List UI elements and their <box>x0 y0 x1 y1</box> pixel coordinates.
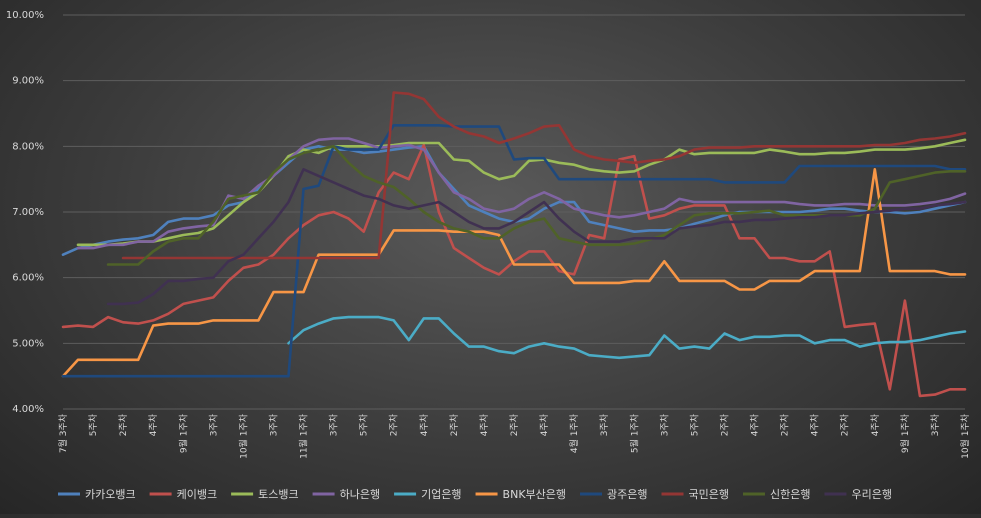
legend-item: 하나은행 <box>312 487 380 501</box>
legend-label: BNK부산은행 <box>503 488 566 501</box>
series-line <box>61 143 967 398</box>
legend-item: 토스뱅크 <box>231 488 299 501</box>
y-tick-label: 5.00% <box>12 338 44 349</box>
x-tick-label: 4월 1주차 <box>568 413 580 453</box>
x-tick-label: 9월 1주차 <box>899 413 911 453</box>
x-tick-label: 2주차 <box>719 413 731 436</box>
x-tick-label: 4주차 <box>749 413 761 436</box>
x-tick-label: 4주차 <box>478 413 490 436</box>
x-tick-label: 3주차 <box>268 413 280 436</box>
series-line <box>61 124 967 378</box>
x-tick-label: 5주차 <box>688 413 700 436</box>
legend-label: 케이뱅크 <box>177 488 217 501</box>
x-tick-label: 3주차 <box>929 413 941 436</box>
y-tick-label: 7.00% <box>12 207 44 218</box>
y-tick-label: 4.00% <box>12 404 44 415</box>
y-tick-label: 6.00% <box>12 273 44 284</box>
legend-label: 신한은행 <box>770 488 810 501</box>
legend-item: 카카오뱅크 <box>58 488 136 501</box>
legend-label: 토스뱅크 <box>258 488 298 501</box>
x-tick-label: 5주차 <box>358 413 370 436</box>
x-tick-label: 3주차 <box>207 413 219 436</box>
x-tick-label: 2주차 <box>448 413 460 436</box>
series-line <box>106 168 967 306</box>
x-axis: 7월 3주차 5주차 2주차 4주차 9월 1주차 3주차 10월 1주차 3주차 11월 1주… <box>57 413 971 459</box>
legend-label: 광주은행 <box>607 488 647 501</box>
x-tick-label: 5월 1주차 <box>628 413 640 453</box>
x-tick-label: 10월 1주차 <box>959 413 971 459</box>
x-tick-label: 9월 1주차 <box>177 413 189 453</box>
x-tick-label: 3주차 <box>658 413 670 436</box>
x-tick-label: 5주차 <box>87 413 99 436</box>
legend-label: 기업은행 <box>421 488 461 501</box>
legend-item: 국민은행 <box>661 488 729 501</box>
legend-label: 하나은행 <box>340 487 380 501</box>
series-line <box>121 91 967 260</box>
y-tick-label: 9.00% <box>12 76 44 87</box>
x-tick-label: 4주차 <box>809 413 821 436</box>
legend: 카카오뱅크 케이뱅크 토스뱅크 하나은행 기업은행 BNK부산은행 광주은행 국민은행 신한은행… <box>58 487 892 501</box>
x-tick-label: 7월 3주차 <box>57 413 69 453</box>
gridlines <box>63 14 965 410</box>
series-lines <box>61 91 967 398</box>
legend-item: BNK부산은행 <box>475 488 566 501</box>
series-line <box>76 137 967 250</box>
y-tick-label: 10.00% <box>6 10 44 21</box>
x-tick-label: 2주차 <box>839 413 851 436</box>
x-tick-label: 3주차 <box>328 413 340 436</box>
x-tick-label: 4주차 <box>869 413 881 436</box>
y-tick-label: 8.00% <box>12 141 44 152</box>
x-tick-label: 2주차 <box>779 413 791 436</box>
x-tick-label: 4주차 <box>418 413 430 436</box>
x-tick-label: 3주차 <box>598 413 610 436</box>
legend-label: 국민은행 <box>689 488 729 501</box>
x-tick-label: 4주차 <box>538 413 550 436</box>
series-line <box>76 138 967 247</box>
legend-item: 케이뱅크 <box>149 488 217 501</box>
y-axis: 4.00% 5.00% 6.00% 7.00% 8.00% 9.00% 10.00% <box>6 10 44 415</box>
legend-label: 카카오뱅크 <box>85 488 136 501</box>
series-line <box>61 168 967 378</box>
x-tick-label: 11월 1주차 <box>298 413 310 459</box>
x-tick-label: 4주차 <box>147 413 159 436</box>
x-tick-label: 10월 1주차 <box>237 413 249 459</box>
x-tick-label: 2주차 <box>117 413 129 436</box>
legend-item: 신한은행 <box>742 488 810 501</box>
legend-item: 광주은행 <box>580 488 648 501</box>
legend-item: 기업은행 <box>394 488 462 501</box>
x-tick-label: 2주차 <box>388 413 400 436</box>
x-tick-label: 2주차 <box>508 413 520 436</box>
series-line <box>287 315 967 360</box>
legend-item: 우리은행 <box>824 488 892 501</box>
legend-label: 우리은행 <box>851 488 891 501</box>
